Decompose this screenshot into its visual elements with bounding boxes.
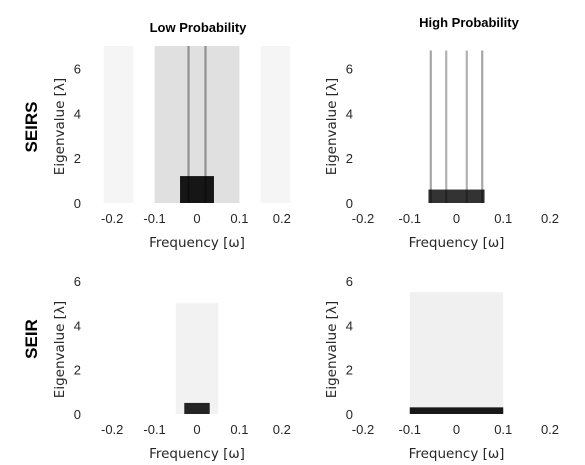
heatmap-cell xyxy=(184,402,210,414)
y-axis-label: Eigenvalue [λ] xyxy=(52,301,68,398)
x-tick-label: 0.2 xyxy=(541,422,559,437)
heatmap-cell xyxy=(260,46,291,203)
x-tick-label: 0 xyxy=(453,422,460,437)
y-tick-label: 4 xyxy=(346,318,353,333)
heatmap-cell xyxy=(428,189,485,203)
y-axis-label: Eigenvalue [λ] xyxy=(52,78,68,175)
x-tick-label: 0 xyxy=(193,422,200,437)
x-tick-label: 0.2 xyxy=(273,422,291,437)
y-tick-label: 4 xyxy=(74,106,81,121)
heatmap-panel: -0.2 -0.1 0 0.1 0.2 0 2 4 6 Frequency [ω] Eigenval… xyxy=(52,46,291,251)
x-tick-label: 0.1 xyxy=(230,422,248,437)
heatmap-panel: -0.2 -0.1 0 0.1 0.2 0 2 4 6 Frequency [ω] Eigenval… xyxy=(52,274,291,462)
y-axis-label: Eigenvalue [λ] xyxy=(324,301,340,398)
y-tick-label: 2 xyxy=(74,363,81,378)
x-tick-label: -0.2 xyxy=(101,211,123,226)
heatmap-panel: -0.2 -0.1 0 0.1 0.2 0 2 4 6 Frequency [ω] Eigenval… xyxy=(324,50,559,251)
y-tick-label: 2 xyxy=(346,363,353,378)
column-title-low: Low Probability xyxy=(150,20,248,35)
y-tick-label: 4 xyxy=(74,318,81,333)
x-tick-label: 0.1 xyxy=(230,211,248,226)
y-tick-label: 6 xyxy=(346,274,353,289)
heatmap-panel: -0.2 -0.1 0 0.1 0.2 0 2 4 6 Frequency [ω] Eigenval… xyxy=(324,274,559,462)
x-axis-label: Frequency [ω] xyxy=(409,446,505,462)
heatmap-cell xyxy=(103,46,134,203)
x-tick-label: 0 xyxy=(453,211,460,226)
x-tick-label: -0.1 xyxy=(143,211,165,226)
heatmap-cell xyxy=(180,176,214,203)
y-tick-label: 0 xyxy=(346,407,353,422)
row-label-seir: SEIR xyxy=(22,319,41,359)
y-axis-label: Eigenvalue [λ] xyxy=(324,78,340,175)
row-label-seirs: SEIRS xyxy=(22,101,41,152)
heatmap-cell xyxy=(175,303,219,414)
x-tick-label: -0.1 xyxy=(399,211,421,226)
y-tick-label: 2 xyxy=(346,151,353,166)
y-tick-label: 4 xyxy=(346,106,353,121)
x-tick-label: -0.2 xyxy=(352,422,374,437)
x-tick-label: 0 xyxy=(193,211,200,226)
panels: -0.2 -0.1 0 0.1 0.2 0 2 4 6 Frequency [ω] Eigenval… xyxy=(52,46,559,462)
y-tick-label: 6 xyxy=(74,61,81,76)
y-tick-label: 6 xyxy=(346,61,353,76)
heatmap-cell xyxy=(409,292,504,414)
heatmap-cell xyxy=(409,407,504,414)
y-tick-label: 0 xyxy=(346,196,353,211)
column-title-high: High Probability xyxy=(419,15,519,30)
x-tick-label: 0.1 xyxy=(494,422,512,437)
y-tick-label: 6 xyxy=(74,274,81,289)
x-tick-label: 0.2 xyxy=(273,211,291,226)
x-axis-label: Frequency [ω] xyxy=(409,235,505,251)
x-axis-label: Frequency [ω] xyxy=(149,446,245,462)
x-tick-label: 0.2 xyxy=(541,211,559,226)
x-tick-label: -0.2 xyxy=(101,422,123,437)
x-tick-label: 0.1 xyxy=(494,211,512,226)
x-axis-label: Frequency [ω] xyxy=(149,235,245,251)
y-tick-label: 0 xyxy=(74,196,81,211)
x-tick-label: -0.1 xyxy=(143,422,165,437)
x-tick-label: -0.2 xyxy=(352,211,374,226)
y-tick-label: 0 xyxy=(74,407,81,422)
x-tick-label: -0.1 xyxy=(399,422,421,437)
y-tick-label: 2 xyxy=(74,151,81,166)
